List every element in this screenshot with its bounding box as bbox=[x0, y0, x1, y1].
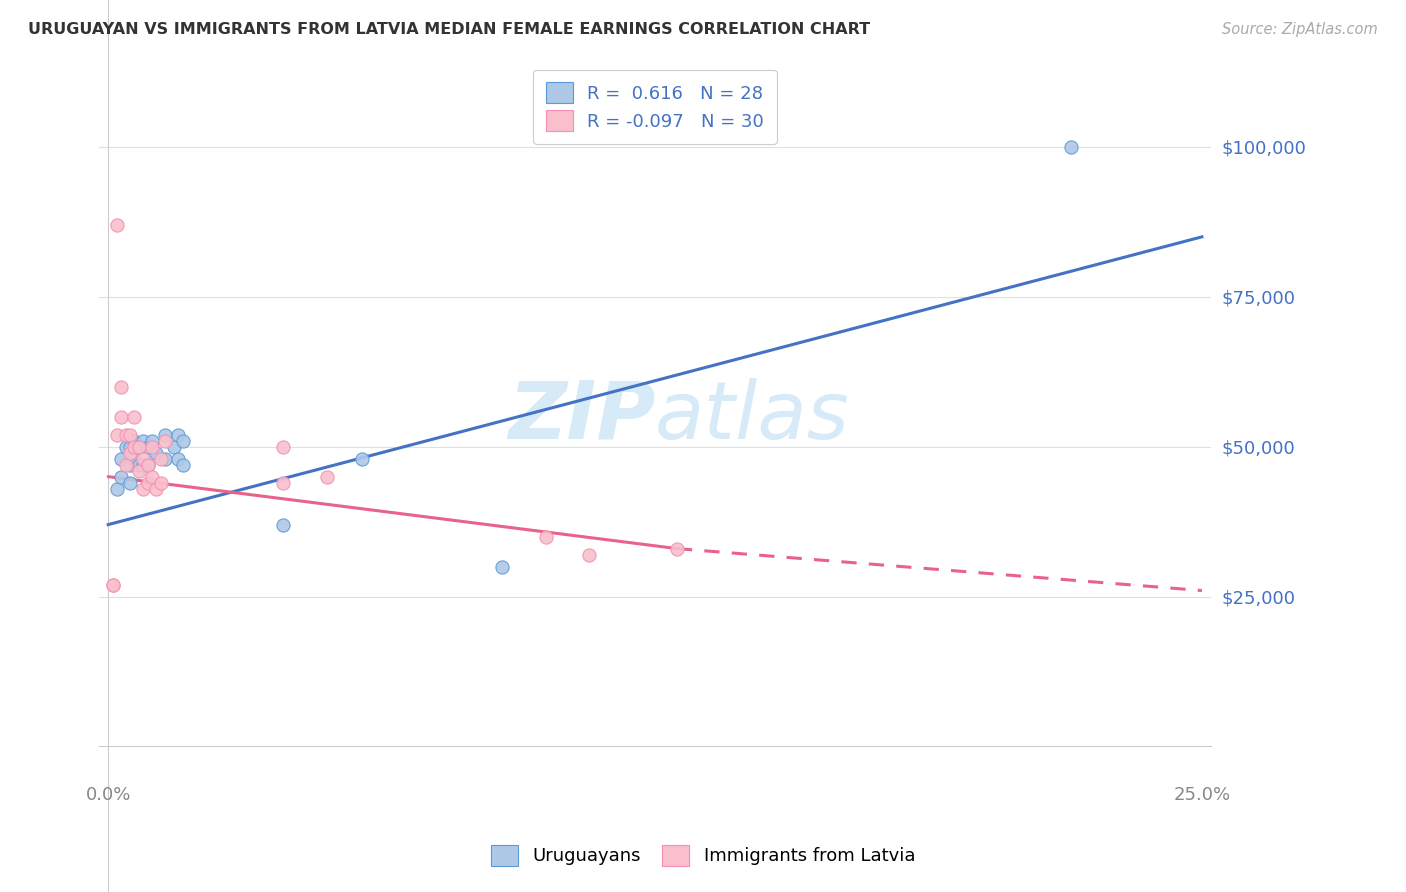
Point bbox=[114, 440, 136, 454]
Point bbox=[172, 434, 194, 448]
Point bbox=[534, 530, 557, 544]
Point bbox=[128, 458, 150, 472]
Point bbox=[172, 458, 194, 472]
Point bbox=[124, 434, 146, 448]
Point bbox=[149, 475, 172, 490]
Point bbox=[491, 559, 513, 574]
Point bbox=[350, 451, 373, 466]
Point bbox=[118, 445, 141, 459]
Point bbox=[132, 482, 155, 496]
Point bbox=[316, 469, 339, 483]
Point bbox=[101, 577, 124, 591]
Point bbox=[136, 440, 159, 454]
Point bbox=[141, 440, 163, 454]
Point bbox=[163, 440, 186, 454]
Point bbox=[167, 427, 190, 442]
Text: Source: ZipAtlas.com: Source: ZipAtlas.com bbox=[1222, 22, 1378, 37]
Point bbox=[153, 451, 176, 466]
Point bbox=[141, 434, 163, 448]
Point bbox=[145, 482, 167, 496]
Point bbox=[149, 451, 172, 466]
Point bbox=[141, 469, 163, 483]
Point bbox=[124, 440, 146, 454]
Point bbox=[271, 475, 294, 490]
Point bbox=[110, 380, 132, 394]
Point bbox=[128, 440, 150, 454]
Point bbox=[110, 469, 132, 483]
Point bbox=[145, 445, 167, 459]
Point bbox=[124, 409, 146, 424]
Point bbox=[132, 451, 155, 466]
Point bbox=[167, 451, 190, 466]
Point bbox=[578, 548, 600, 562]
Point bbox=[118, 440, 141, 454]
Text: URUGUAYAN VS IMMIGRANTS FROM LATVIA MEDIAN FEMALE EARNINGS CORRELATION CHART: URUGUAYAN VS IMMIGRANTS FROM LATVIA MEDI… bbox=[28, 22, 870, 37]
Point bbox=[136, 475, 159, 490]
Point bbox=[105, 427, 128, 442]
Point bbox=[114, 458, 136, 472]
Point bbox=[271, 440, 294, 454]
Legend: Uruguayans, Immigrants from Latvia: Uruguayans, Immigrants from Latvia bbox=[478, 832, 928, 879]
Point bbox=[136, 458, 159, 472]
Point bbox=[153, 427, 176, 442]
Point bbox=[1059, 140, 1081, 154]
Point bbox=[124, 451, 146, 466]
Point bbox=[136, 458, 159, 472]
Point bbox=[132, 434, 155, 448]
Text: atlas: atlas bbox=[655, 377, 849, 456]
Point bbox=[110, 409, 132, 424]
Point bbox=[101, 577, 124, 591]
Text: ZIP: ZIP bbox=[508, 377, 655, 456]
Point bbox=[153, 434, 176, 448]
Point bbox=[105, 218, 128, 232]
Point bbox=[128, 440, 150, 454]
Point bbox=[118, 427, 141, 442]
Legend: R =  0.616   N = 28, R = -0.097   N = 30: R = 0.616 N = 28, R = -0.097 N = 30 bbox=[533, 70, 776, 144]
Point bbox=[271, 517, 294, 532]
Point bbox=[118, 475, 141, 490]
Point bbox=[132, 458, 155, 472]
Point bbox=[105, 482, 128, 496]
Text: 25.0%: 25.0% bbox=[1174, 786, 1230, 804]
Point bbox=[114, 427, 136, 442]
Point bbox=[118, 458, 141, 472]
Point bbox=[128, 464, 150, 478]
Text: 0.0%: 0.0% bbox=[86, 786, 131, 804]
Point bbox=[110, 451, 132, 466]
Point bbox=[665, 541, 688, 556]
